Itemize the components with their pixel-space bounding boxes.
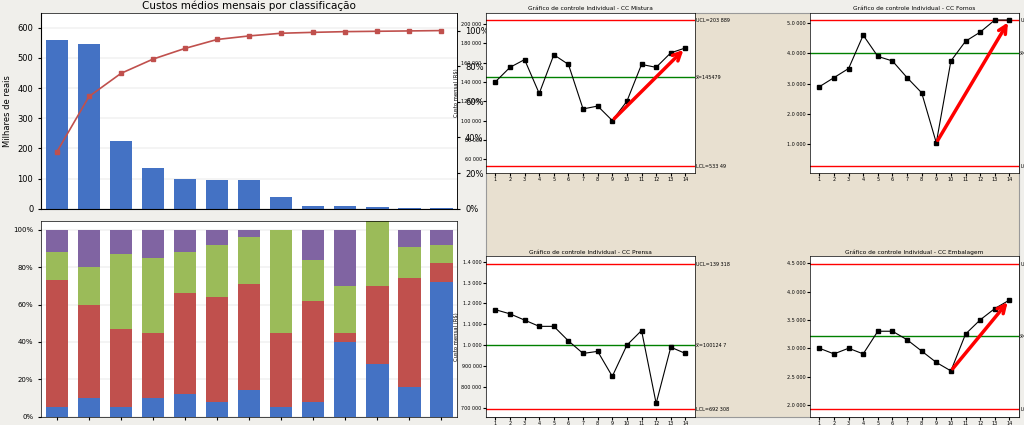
Title: Gráfico de controle Individual - CC Mistura: Gráfico de controle Individual - CC Mist… (528, 6, 653, 11)
Y-axis label: Custo mensal (R$): Custo mensal (R$) (454, 312, 459, 361)
Y-axis label: Custo mensal (R$): Custo mensal (R$) (454, 68, 459, 117)
Bar (430, 282, 453, 416)
Bar (367, 364, 388, 416)
Bar (142, 168, 164, 209)
Bar (110, 141, 132, 209)
Bar (334, 286, 356, 332)
Bar (238, 230, 260, 237)
Bar (334, 230, 356, 286)
Bar (78, 230, 100, 267)
Bar (142, 230, 164, 258)
Bar (334, 332, 356, 342)
Bar (302, 230, 325, 260)
Bar (110, 329, 132, 407)
Bar (398, 230, 421, 246)
Bar (398, 208, 421, 209)
Bar (174, 293, 197, 394)
Bar (110, 230, 132, 254)
Bar (46, 252, 69, 280)
Bar (398, 387, 421, 416)
Bar (46, 407, 69, 416)
Bar (206, 230, 228, 245)
Bar (334, 206, 356, 209)
Bar (430, 208, 453, 209)
Bar (270, 197, 293, 209)
Bar (302, 301, 325, 402)
Bar (142, 332, 164, 398)
Bar (110, 407, 132, 416)
Bar (270, 332, 293, 407)
Bar (334, 342, 356, 416)
Bar (430, 245, 453, 264)
Bar (110, 254, 132, 329)
Bar (46, 40, 69, 209)
Bar (270, 407, 293, 416)
Bar (78, 267, 100, 304)
Bar (302, 402, 325, 416)
Bar (238, 284, 260, 391)
Title: Gráfico de controle Individual - CC Fornos: Gráfico de controle Individual - CC Forn… (853, 6, 976, 11)
Bar (398, 278, 421, 387)
Y-axis label: Milhares de reais: Milhares de reais (3, 75, 12, 147)
Bar (430, 264, 453, 282)
Bar (46, 230, 69, 252)
Title: Custos médios mensais por classificação: Custos médios mensais por classificação (142, 0, 356, 11)
Bar (174, 178, 197, 209)
Bar (238, 237, 260, 284)
Bar (367, 207, 388, 286)
Bar (174, 394, 197, 416)
Title: Gráfico de controle Individual - CC Embalagem: Gráfico de controle Individual - CC Emba… (845, 249, 984, 255)
Bar (430, 230, 453, 245)
Bar (206, 245, 228, 297)
Bar (206, 297, 228, 402)
Bar (238, 180, 260, 209)
Bar (46, 280, 69, 407)
Bar (78, 304, 100, 398)
Bar (142, 258, 164, 332)
Title: Gráfico de controle Individual - CC Prensa: Gráfico de controle Individual - CC Pren… (529, 249, 652, 255)
Bar (398, 246, 421, 278)
Bar (302, 260, 325, 301)
Bar (174, 252, 197, 293)
Bar (238, 391, 260, 416)
Bar (206, 180, 228, 209)
Bar (174, 230, 197, 252)
Bar (302, 206, 325, 209)
Bar (78, 43, 100, 209)
Bar (206, 402, 228, 416)
Bar (270, 230, 293, 332)
Bar (367, 207, 388, 209)
Bar (367, 286, 388, 364)
Bar (367, 193, 388, 207)
Bar (78, 398, 100, 416)
Bar (142, 398, 164, 416)
